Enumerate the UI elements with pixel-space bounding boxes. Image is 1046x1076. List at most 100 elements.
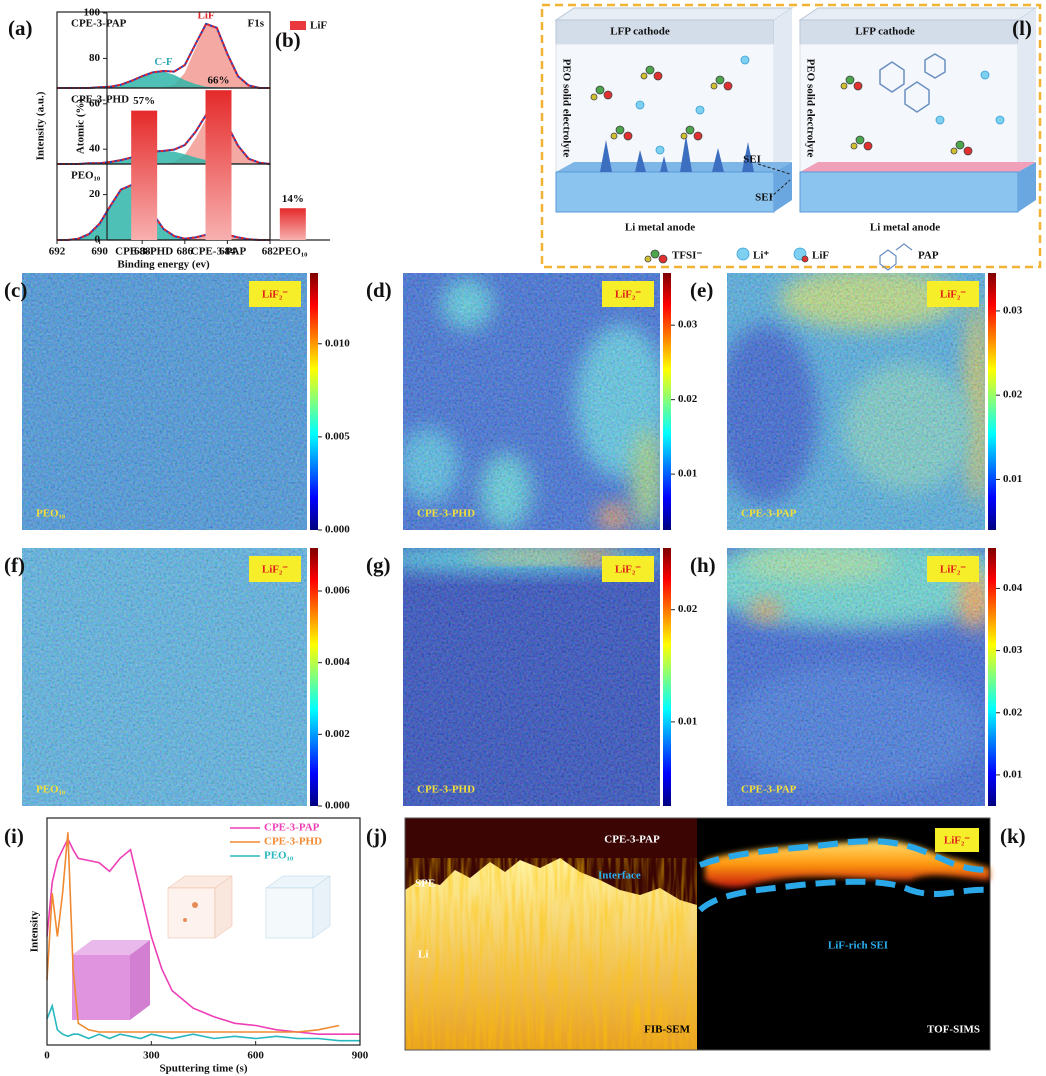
- value-label: 14%: [282, 193, 304, 205]
- y-tick-label: 80: [89, 52, 101, 64]
- x-tick-label: 688: [134, 246, 151, 258]
- x-tick-label: 600: [247, 1050, 264, 1062]
- annotation: F1s: [248, 18, 265, 30]
- legend-label: TFSI⁻: [672, 250, 702, 262]
- panel-label: (c): [4, 278, 27, 302]
- panel-label: (e): [690, 278, 713, 302]
- legend-label: CPE-3-PAP: [264, 822, 320, 834]
- colorbar: [988, 273, 996, 530]
- x-tick-label: 684: [219, 246, 236, 258]
- series-line: [46, 832, 340, 1033]
- colorbar: [663, 548, 671, 806]
- colorbar-tick-label: 0.01: [1003, 473, 1022, 485]
- y-axis-label: Intensity: [29, 910, 41, 952]
- colorbar-tick-label: 0.004: [325, 656, 350, 668]
- y-axis-label: Intensity (a.u.): [35, 91, 47, 160]
- colorbar: [663, 273, 671, 530]
- panel-label: (f): [4, 553, 25, 577]
- y-tick-label: 0: [95, 234, 101, 246]
- label-box: [927, 556, 979, 582]
- raw-line: [57, 183, 270, 241]
- legend-label: Li⁺: [753, 250, 769, 262]
- label-box: [602, 281, 654, 307]
- x-tick-label: PEO₁₀: [278, 246, 308, 258]
- bar: [131, 110, 158, 240]
- ion-label: LiF₂⁻: [615, 564, 641, 576]
- panel-label: (j): [366, 824, 387, 848]
- legend-swatch: [290, 21, 306, 30]
- x-tick-label: 686: [177, 246, 194, 258]
- anode-label: Li metal anode: [870, 222, 940, 234]
- heatmap-noise: [403, 548, 660, 806]
- x-tick-label: 900: [352, 1050, 369, 1062]
- y-tick-label: 100: [84, 7, 101, 19]
- plot-frame: [46, 817, 361, 1046]
- sample-label: CPE-3-PAP: [741, 508, 797, 520]
- colorbar-tick-label: 0.03: [1003, 644, 1023, 656]
- x-axis-label: Sputtering time (s): [160, 1063, 248, 1075]
- colorbar-tick-label: 0.010: [325, 337, 350, 349]
- subplot-label: CPE-3-PAP: [71, 18, 127, 30]
- y-axis-label: Atomic (%): [75, 99, 87, 155]
- sample-label: CPE-3-PHD: [417, 508, 475, 520]
- colorbar-tick-label: 0.000: [325, 524, 350, 536]
- peak-label: LiF: [198, 10, 215, 22]
- heatmap-noise: [22, 548, 307, 806]
- cell-left: [554, 7, 794, 213]
- electrolyte-label: PEO solid electrolyte: [560, 59, 572, 158]
- ion-label: LiF₂⁻: [262, 289, 288, 301]
- colorbar-tick-label: 0.01: [678, 715, 697, 727]
- panel-label: (k): [1000, 824, 1026, 848]
- ion-label: LiF₂⁻: [940, 289, 966, 301]
- raw-line: [57, 109, 271, 165]
- heatmap-noise: [22, 273, 307, 530]
- value-label: 57%: [133, 95, 155, 107]
- electrolyte-label: PEO solid electrolyte: [804, 59, 816, 158]
- y-tick-label: 20: [89, 188, 101, 200]
- x-tick-label: CPE-3-PHD: [115, 246, 173, 258]
- sei-pointer: [769, 179, 791, 199]
- colorbar-tick-label: 0.02: [678, 393, 698, 405]
- legend-icons: [644, 243, 913, 271]
- bar: [279, 208, 306, 240]
- sample-label: PEO₁₀: [36, 508, 66, 520]
- method-label: FIB-SEM: [644, 1024, 690, 1036]
- colorbar: [310, 273, 318, 530]
- heatmap-image: [727, 548, 985, 806]
- panel-label: (h): [690, 553, 716, 577]
- x-tick-label: CPE-3-PAP: [191, 246, 247, 258]
- colorbar-tick-label: 0.04: [1003, 582, 1023, 594]
- subplot-label: CPE-3-PHD: [71, 94, 129, 106]
- sei-pointer: [757, 163, 791, 175]
- ion-label: LiF₂⁻: [615, 289, 641, 301]
- x-tick-label: 682: [262, 246, 279, 258]
- heatmap-noise: [727, 548, 985, 806]
- legend-label: LiF: [310, 20, 327, 32]
- peak-area: [57, 25, 270, 88]
- sample-label: PEO₁₀: [36, 784, 66, 796]
- sei-label: SEI: [755, 192, 773, 204]
- heatmap-image: [727, 273, 985, 530]
- x-tick-label: 692: [49, 246, 66, 258]
- region-label: SPE: [415, 878, 435, 890]
- colorbar-tick-label: 0.02: [1003, 389, 1023, 401]
- method-label: TOF-SIMS: [927, 1024, 980, 1036]
- heatmap-image: [403, 548, 660, 806]
- sei-label: SEI: [743, 154, 761, 166]
- legend-label: CPE-3-PHD: [264, 836, 322, 848]
- schematic: (l) LFP cathode LFP cathode PEO solid el…: [540, 3, 1042, 271]
- legend-label: PEO₁₀: [264, 850, 294, 862]
- ion-label: LiF₂⁻: [940, 564, 966, 576]
- colorbar: [310, 548, 318, 806]
- anode-label: Li metal anode: [625, 222, 695, 234]
- heatmap-image: [22, 548, 307, 806]
- colorbar-tick-label: 0.02: [678, 603, 698, 615]
- peak-area: [57, 185, 270, 240]
- heatmap-noise: [727, 273, 985, 530]
- y-tick-label: 60: [89, 97, 101, 109]
- schematic-frame: [540, 3, 1042, 269]
- cathode-label: LFP cathode: [855, 26, 915, 38]
- label-box: [249, 281, 301, 307]
- legend-label: LiF: [812, 250, 829, 262]
- heatmap-image: [403, 273, 660, 530]
